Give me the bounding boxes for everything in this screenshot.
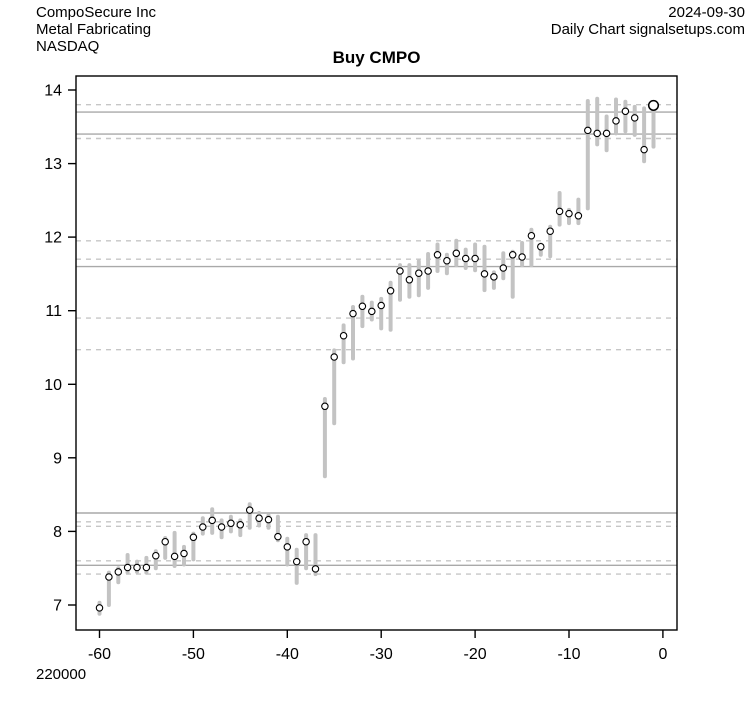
y-tick-label: 14: [44, 83, 62, 100]
close-marker: [95, 604, 104, 612]
close-marker: [480, 270, 489, 278]
close-marker: [574, 212, 583, 220]
close-marker: [490, 273, 498, 281]
close-marker: [170, 552, 179, 561]
close-marker: [386, 287, 395, 295]
close-marker: [245, 506, 254, 514]
close-marker: [555, 207, 564, 216]
company-name: CompoSecure Inc: [36, 4, 157, 21]
close-marker: [518, 253, 526, 261]
close-marker: [142, 563, 151, 572]
exchange-name: NASDAQ: [36, 38, 100, 55]
close-marker: [443, 256, 451, 265]
x-tick-label: -30: [370, 646, 393, 663]
x-tick-label: -50: [182, 646, 205, 663]
close-marker: [527, 231, 536, 240]
last-close-marker: [647, 99, 660, 111]
close-marker: [405, 276, 414, 284]
x-tick-label: -40: [276, 646, 299, 663]
close-marker: [217, 523, 226, 531]
y-tick-label: 9: [53, 450, 62, 467]
close-marker: [199, 523, 207, 531]
industry-name: Metal Fabricating: [36, 21, 152, 38]
close-marker: [114, 568, 123, 576]
close-marker: [227, 519, 235, 528]
close-marker: [236, 521, 245, 529]
close-marker: [264, 515, 273, 524]
close-marker: [311, 565, 320, 573]
close-marker: [321, 402, 329, 411]
close-marker: [133, 563, 141, 572]
close-marker: [152, 551, 160, 560]
close-marker: [546, 227, 554, 235]
y-tick-label: 8: [53, 524, 62, 541]
volume-label: 220000: [36, 666, 87, 683]
header-left: CompoSecure Inc Metal Fabricating NASDAQ: [36, 4, 156, 55]
close-marker: [593, 129, 601, 138]
close-marker: [424, 267, 432, 275]
close-marker: [189, 533, 198, 542]
x-tick-label: -10: [557, 646, 580, 663]
x-tick-label: -20: [464, 646, 487, 663]
close-marker: [433, 251, 442, 259]
close-marker: [123, 563, 132, 572]
chart-date: 2024-09-30: [668, 4, 745, 21]
close-marker: [565, 209, 573, 218]
close-marker: [630, 114, 639, 122]
chart-title: Buy CMPO: [332, 48, 421, 67]
close-marker: [161, 537, 169, 546]
close-marker: [105, 573, 113, 581]
plot-border: [75, 75, 678, 631]
header-right: 2024-09-30 Daily Chart signalsetups.com: [551, 4, 745, 38]
close-marker: [602, 129, 611, 138]
chart-source: Daily Chart signalsetups.com: [550, 21, 745, 38]
x-tick-label: 0: [658, 646, 667, 663]
close-marker: [471, 254, 479, 263]
close-marker: [292, 557, 301, 566]
close-marker: [415, 269, 423, 277]
close-marker: [339, 331, 348, 340]
close-marker: [612, 117, 620, 125]
y-tick-label: 12: [44, 230, 62, 247]
close-marker: [208, 516, 216, 525]
close-marker: [508, 251, 517, 259]
close-marker: [349, 309, 357, 318]
y-tick-label: 11: [45, 303, 62, 320]
close-marker: [274, 532, 282, 541]
close-marker: [499, 264, 508, 272]
close-marker: [537, 242, 545, 251]
close-marker: [461, 254, 470, 263]
close-marker: [358, 302, 367, 311]
close-marker: [452, 249, 461, 258]
close-marker: [368, 307, 376, 316]
close-marker: [302, 537, 310, 546]
x-tick-label: -60: [88, 646, 111, 663]
close-marker: [330, 353, 338, 361]
close-marker: [584, 126, 592, 135]
y-tick-label: 13: [44, 156, 62, 173]
close-marker: [255, 514, 263, 522]
y-tick-label: 7: [53, 598, 62, 615]
close-marker: [180, 549, 188, 558]
close-marker: [283, 543, 292, 551]
close-marker: [396, 267, 404, 275]
close-marker: [640, 145, 648, 154]
y-tick-label: 10: [44, 377, 62, 394]
close-marker: [621, 107, 630, 116]
close-marker: [377, 301, 385, 310]
